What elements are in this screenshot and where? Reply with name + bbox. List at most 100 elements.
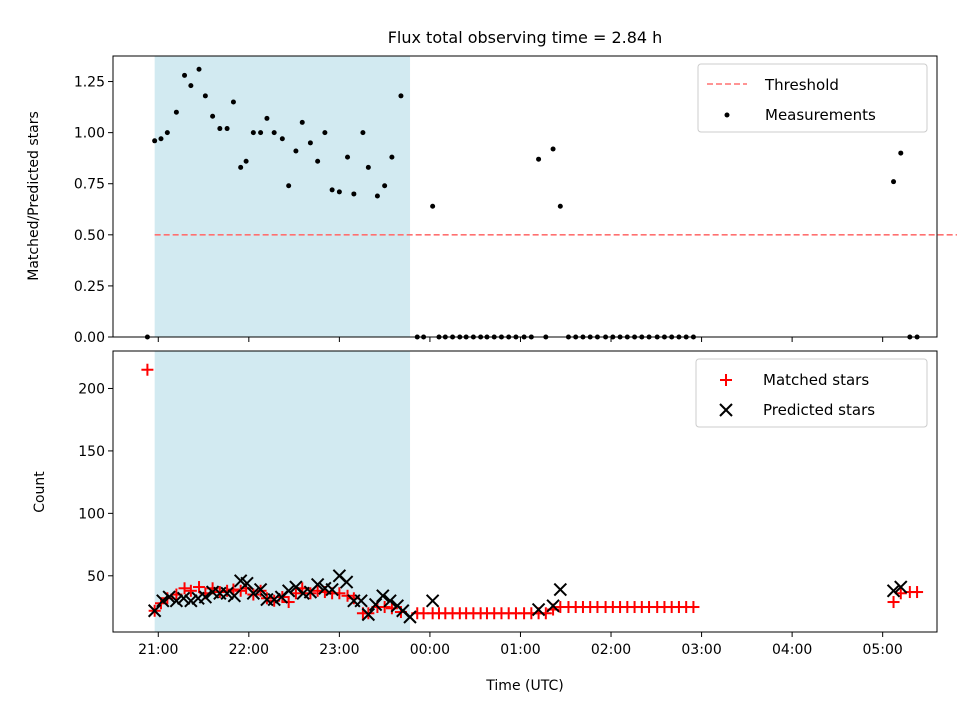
measurement-point (360, 130, 366, 136)
bottom-panel: 50 100 150 200 21:00 22:00 23:00 00:00 01:00 02:… (32, 350, 938, 694)
bottom-y-tick-label: 50 (87, 569, 105, 585)
predicted-star-point (361, 607, 376, 622)
top-plot-frame (112, 55, 938, 338)
matched-legend-label: Matched stars (763, 371, 869, 389)
top-y-axis-ticks: 0.00 0.25 0.50 0.75 1.00 1.25 (74, 75, 113, 346)
x-tick-label: 21:00 (138, 642, 178, 658)
predicted-star-point (886, 584, 901, 598)
measurement-point (238, 164, 244, 170)
predicted-star-point (162, 590, 176, 604)
top-y-tick-label: 1.25 (74, 75, 105, 91)
measurements-legend-marker (724, 112, 730, 118)
measurement-point (898, 150, 904, 156)
measurement-point (258, 130, 264, 136)
top-panel: 0.00 0.25 0.50 0.75 1.00 1.25 Matched/Predict… (26, 55, 957, 346)
top-y-tick-label: 0.50 (74, 228, 105, 244)
predicted-star-point (147, 604, 162, 618)
matched-star-point (141, 363, 154, 376)
measurement-point (264, 115, 270, 121)
x-tick-label: 02:00 (591, 642, 631, 658)
top-y-tick-label: 0.75 (74, 177, 105, 193)
predicted-legend-marker (719, 403, 733, 417)
measurement-point (164, 130, 170, 136)
bottom-y-tick-label: 200 (78, 381, 105, 397)
top-y-tick-label: 0.25 (74, 279, 105, 295)
measurement-point (230, 99, 236, 105)
predicted-star-point (267, 592, 281, 607)
chart-title: Flux total observing time = 2.84 h (388, 28, 663, 47)
measurement-point (293, 148, 299, 154)
predicted-star-point (169, 594, 184, 608)
predicted-star-point (553, 582, 568, 597)
measurement-point (382, 183, 388, 189)
matched-star-point (282, 596, 295, 609)
predicted-star-point (176, 591, 191, 605)
x-tick-label: 22:00 (229, 642, 269, 658)
predicted-star-point (325, 582, 339, 597)
predicted-star-point (184, 594, 198, 608)
measurement-point (389, 154, 395, 160)
measurement-point (196, 66, 202, 72)
bottom-legend-box (695, 358, 928, 428)
predicted-star-point (531, 602, 546, 617)
measurement-point (271, 130, 277, 136)
top-y-axis-label: Matched/Predicted stars (26, 111, 42, 281)
top-x-axis-ticks (157, 337, 884, 342)
measurement-point (398, 93, 404, 99)
measurement-point (173, 109, 179, 115)
matched-star-point (687, 601, 700, 614)
measurement-point (351, 191, 357, 197)
bottom-legend: Matched stars Predicted stars (695, 358, 928, 428)
predicted-star-point (198, 590, 213, 604)
bottom-x-axis-ticks: 21:00 22:00 23:00 00:00 01:00 02:00 03:00 04:00… (138, 632, 903, 658)
predicted-star-point (220, 586, 234, 600)
predicted-star-point (425, 594, 440, 608)
measurement-point (307, 140, 313, 146)
measurement-point (374, 193, 380, 199)
measurement-point (188, 83, 194, 89)
predicted-star-point (368, 597, 383, 612)
measurement-point (329, 187, 335, 193)
x-tick-label: 05:00 (862, 642, 902, 658)
predicted-star-point (894, 580, 908, 594)
measurement-point (210, 113, 216, 119)
predicted-star-point (546, 599, 560, 613)
top-legend: Threshold Measurements (697, 63, 928, 133)
predicted-star-point (253, 582, 268, 597)
measurement-point (315, 158, 321, 164)
predicted-star-point (376, 589, 390, 603)
measurement-point (536, 156, 542, 162)
bottom-plot-frame (112, 350, 938, 633)
predicted-star-point (354, 594, 368, 608)
measurement-point (202, 93, 208, 99)
predicted-star-point (281, 584, 296, 598)
predicted-star-point (240, 576, 254, 591)
measurement-point (365, 164, 371, 170)
matched-star-point (184, 584, 197, 597)
measurement-point (243, 158, 249, 164)
measurement-point (250, 130, 256, 136)
x-axis-label: Time (UTC) (485, 678, 563, 694)
count-points (141, 363, 924, 624)
measurement-point (182, 72, 188, 78)
x-tick-label: 04:00 (772, 642, 812, 658)
top-y-tick-label: 0.00 (74, 330, 105, 346)
x-tick-label: 03:00 (681, 642, 721, 658)
measurement-point (557, 203, 563, 209)
bottom-y-tick-label: 100 (78, 506, 105, 522)
x-tick-label: 00:00 (410, 642, 450, 658)
measurement-point (430, 203, 436, 209)
measurement-point (336, 189, 342, 195)
predicted-legend-label: Predicted stars (763, 401, 875, 419)
matched-star-point (887, 596, 900, 609)
measurement-point (550, 146, 556, 152)
measurement-point (217, 126, 223, 132)
predicted-star-point (339, 575, 354, 589)
measurement-point (224, 126, 230, 132)
predicted-star-point (246, 586, 261, 600)
threshold-legend-label: Threshold (764, 76, 839, 94)
measurement-point (286, 183, 292, 189)
measurement-point (345, 154, 351, 160)
top-shaded-region (154, 56, 411, 337)
